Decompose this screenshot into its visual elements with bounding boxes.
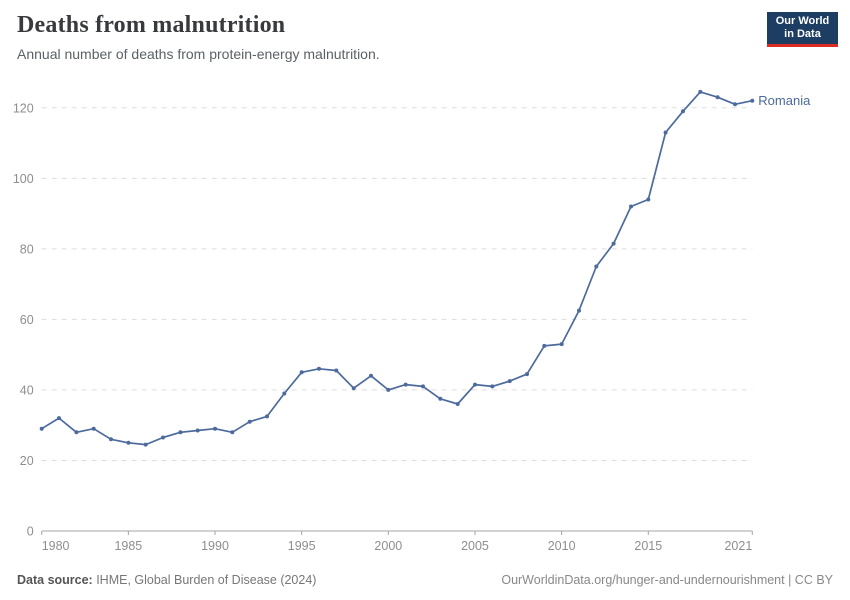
data-point-2018[interactable] — [698, 89, 703, 94]
data-point-1987[interactable] — [161, 435, 165, 440]
data-point-1996[interactable] — [317, 366, 321, 371]
y-tick-label: 100 — [13, 172, 34, 186]
data-point-2014[interactable] — [629, 204, 633, 209]
data-point-2010[interactable] — [559, 342, 564, 347]
data-point-1991[interactable] — [230, 430, 235, 435]
data-point-1986[interactable] — [143, 442, 148, 447]
data-point-2016[interactable] — [663, 130, 668, 135]
y-tick-label: 60 — [20, 313, 34, 327]
data-point-1990[interactable] — [213, 426, 217, 431]
x-tick-label: 1980 — [42, 539, 70, 553]
owid-logo-line2: in Data — [784, 28, 821, 40]
data-point-2012[interactable] — [594, 264, 599, 269]
data-point-2020[interactable] — [733, 102, 737, 107]
data-point-2009[interactable] — [542, 343, 547, 348]
data-point-1988[interactable] — [178, 430, 183, 435]
data-point-2021[interactable] — [750, 98, 755, 103]
series-label-romania: Romania — [758, 93, 811, 108]
data-point-1981[interactable] — [57, 416, 61, 421]
data-point-2013[interactable] — [611, 241, 616, 246]
data-point-2001[interactable] — [403, 382, 408, 387]
x-tick-label: 2010 — [548, 539, 576, 553]
data-point-2002[interactable] — [421, 384, 425, 389]
data-point-1982[interactable] — [74, 430, 79, 435]
data-point-2005[interactable] — [473, 382, 477, 387]
data-point-1984[interactable] — [109, 437, 113, 442]
data-point-1993[interactable] — [265, 414, 269, 419]
data-source: Data source: IHME, Global Burden of Dise… — [17, 573, 316, 587]
x-tick-label: 1990 — [201, 539, 229, 553]
page-title: Deaths from malnutrition — [17, 12, 286, 38]
data-point-2003[interactable] — [438, 396, 443, 401]
x-tick-label: 2000 — [374, 539, 402, 553]
data-point-1997[interactable] — [334, 368, 339, 373]
chart-subtitle: Annual number of deaths from protein-ene… — [17, 46, 380, 62]
data-point-1999[interactable] — [369, 373, 373, 378]
data-point-2015[interactable] — [646, 197, 651, 202]
footer-link[interactable]: OurWorldinData.org/hunger-and-undernouri… — [501, 573, 833, 587]
romania-line[interactable] — [41, 91, 753, 446]
data-point-2017[interactable] — [681, 109, 685, 114]
data-source-label: Data source: — [17, 573, 93, 587]
data-point-1998[interactable] — [351, 386, 356, 391]
data-point-1980[interactable] — [39, 426, 44, 431]
y-tick-label: 120 — [13, 101, 34, 115]
data-source-value: IHME, Global Burden of Disease (2024) — [92, 573, 317, 587]
x-tick-label: 2015 — [634, 539, 662, 553]
data-point-2008[interactable] — [525, 372, 529, 377]
x-tick-label: 2005 — [461, 539, 489, 553]
data-point-1989[interactable] — [195, 428, 200, 433]
owid-logo-line1: Our World — [775, 15, 830, 27]
data-point-2004[interactable] — [455, 402, 460, 406]
data-point-1994[interactable] — [282, 391, 287, 396]
data-point-2000[interactable] — [386, 387, 391, 392]
data-point-2006[interactable] — [490, 384, 495, 389]
data-point-1983[interactable] — [91, 426, 96, 431]
owid-logo[interactable]: Our World in Data — [767, 12, 838, 47]
data-point-1992[interactable] — [247, 419, 252, 424]
data-point-2011[interactable] — [577, 308, 581, 313]
x-tick-label: 2021 — [724, 539, 752, 553]
data-point-2019[interactable] — [715, 95, 720, 100]
data-point-2007[interactable] — [507, 379, 512, 384]
data-point-1985[interactable] — [126, 440, 131, 445]
y-tick-label: 80 — [20, 242, 34, 256]
chart-footer: Data source: IHME, Global Burden of Dise… — [17, 573, 833, 587]
y-tick-label: 20 — [20, 454, 34, 468]
x-tick-label: 1985 — [114, 539, 142, 553]
data-point-1995[interactable] — [299, 370, 304, 375]
y-tick-label: 0 — [27, 525, 34, 539]
chart-header: Deaths from malnutrition Annual number o… — [17, 12, 380, 62]
y-tick-label: 40 — [20, 383, 34, 397]
x-tick-label: 1995 — [288, 539, 316, 553]
